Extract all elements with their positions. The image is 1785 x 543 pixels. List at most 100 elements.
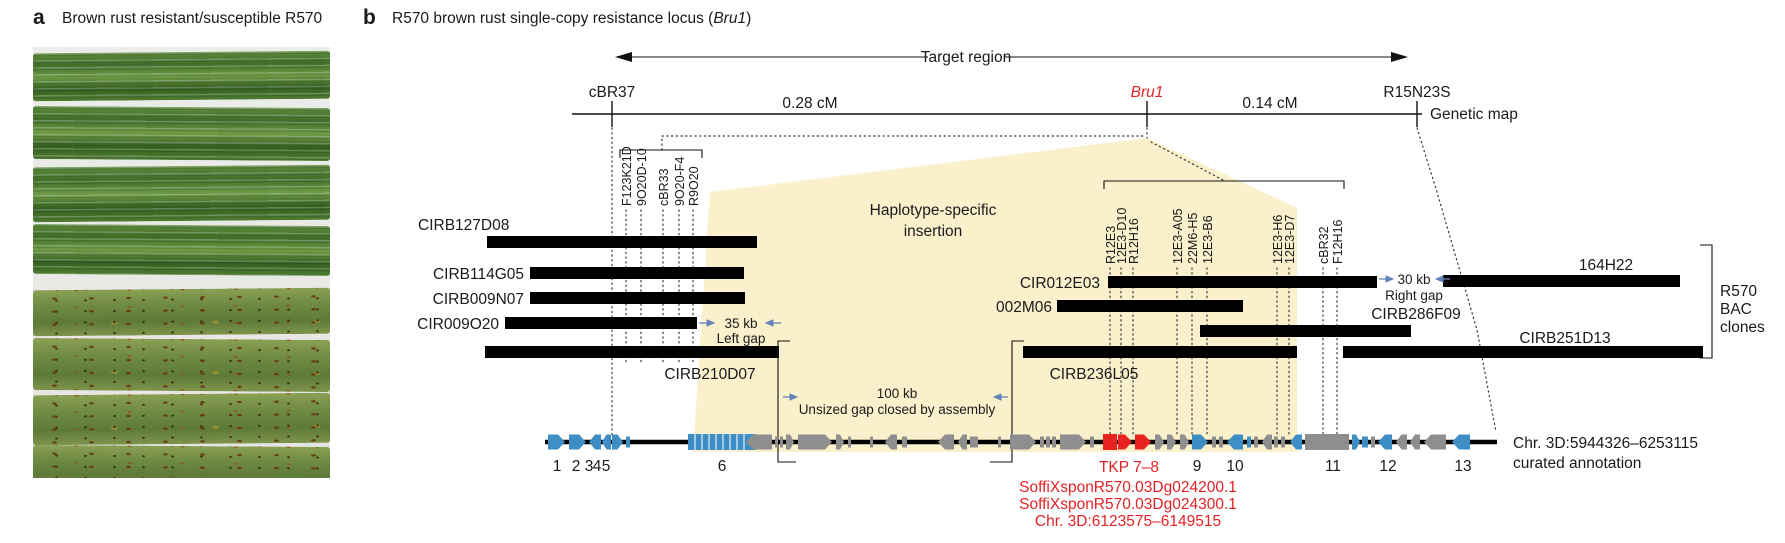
gene-model-arrow-left	[1227, 434, 1243, 450]
gene-model-arrow-left	[1378, 434, 1392, 450]
genetic-map-axis-label: Genetic map	[1430, 106, 1518, 123]
r570-bac-clones-label-line2: BAC	[1720, 301, 1752, 318]
marker-label: F123K21D	[620, 146, 634, 206]
marker-label: 12E3-B6	[1201, 215, 1215, 264]
gene-model-arrow-right	[1155, 434, 1164, 450]
gene-model-bar	[1362, 436, 1368, 448]
marker-label: F12H16	[1331, 219, 1345, 264]
gene-model-arrow-left	[746, 434, 772, 450]
r570-bac-clones-label-line1: R570	[1720, 283, 1757, 300]
marker-label: 9O20-F4	[673, 157, 687, 206]
unsized-gap-arrow-right-head	[789, 393, 799, 401]
gene-number-label: 13	[1454, 458, 1471, 475]
gene-model-arrow-left	[1452, 434, 1470, 450]
r570-bac-clones-bracket	[1700, 244, 1713, 359]
left-gap-name-label: Left gap	[717, 331, 766, 346]
unsized-gap-right-bracket	[990, 340, 1024, 463]
left-bracket-to-bru1-dotted-line	[661, 135, 1145, 151]
bac-bar-cirb236l05	[1023, 346, 1297, 358]
gene-model-bar	[1219, 436, 1223, 448]
marker-label: cBR33	[657, 168, 671, 206]
gene-model-hatched-block	[688, 434, 756, 450]
gene-model-bar	[848, 436, 851, 448]
gene-model-bar	[1212, 436, 1216, 448]
gene-numbers: 1 2 3 4 5 6 9 10 11 12 13	[553, 458, 1472, 475]
unsized-gap-name-label: Unsized gap closed by assembly	[799, 402, 996, 417]
gene-model-bar	[998, 436, 1001, 448]
bac-label-cirb236l05: CIRB236L05	[1050, 366, 1139, 383]
marker-bru1-label: Bru1	[1131, 84, 1164, 101]
gene-model-arrow-left	[1396, 434, 1407, 450]
panel-a-title: Brown rust resistant/susceptible R570	[62, 10, 323, 27]
right-gap-arrow-right-head	[1385, 275, 1395, 283]
gene-model-arrow-right	[1060, 434, 1086, 450]
unsized-gap-size-label: 100 kb	[877, 386, 918, 401]
gene-number-label: 4	[593, 458, 602, 475]
bac-label-cirb114g05: CIRB114G05	[433, 266, 524, 283]
gene-model-rect	[688, 434, 756, 450]
marker-label: 12E3-D7	[1283, 215, 1297, 264]
bac-label-cir012e03: CIR012E03	[1020, 275, 1100, 292]
gene-model-block	[1305, 434, 1349, 450]
gene-model-arrow-right	[1352, 434, 1360, 450]
r15n23s-projection-dotted-line	[1416, 127, 1497, 433]
curated-annotation-line2: curated annotation	[1513, 455, 1641, 472]
target-region-arrowhead-left	[615, 52, 632, 62]
gene-number-label: 5	[602, 458, 611, 475]
leaf-photo	[33, 47, 330, 478]
panel-b-title-gene: Bru1	[713, 10, 747, 27]
gene-model-bar	[775, 436, 778, 448]
bac-bar-cirb127d08	[487, 236, 757, 248]
left-marker-dotted-lines	[625, 209, 694, 363]
gene-model-arrow-right	[612, 434, 623, 450]
gene-model-bar	[1254, 436, 1258, 448]
bac-bar-002m06	[1057, 300, 1243, 312]
left-gap-arrow-right-head	[706, 319, 716, 327]
unsized-gap-left-bracket	[777, 340, 796, 463]
gene-model-bar	[1052, 436, 1056, 448]
gene-model-rect	[1305, 434, 1349, 450]
gene-model-arrow-right	[1118, 434, 1132, 450]
left-gap-arrow-left-head	[764, 319, 774, 327]
gene-model-bar	[1371, 436, 1375, 448]
bac-bar-cirb009n07	[530, 292, 745, 304]
target-region-label: Target region	[921, 49, 1011, 66]
gene-model-bar	[1281, 436, 1285, 448]
haplotype-insertion-caption-line2: insertion	[904, 223, 963, 240]
gene-model-bar	[970, 436, 978, 448]
marker-label: cBR32	[1317, 226, 1331, 264]
gene-number-label: 11	[1325, 458, 1341, 475]
gene-model-arrow-right	[569, 434, 586, 450]
gene-number-label: 9	[1193, 458, 1202, 475]
soffixspon-gene1-label: SoffiXsponR570.03Dg024200.1	[1019, 479, 1237, 496]
right-marker-bracket	[1103, 180, 1345, 189]
gene-model-arrow-right	[1010, 434, 1036, 450]
gene-model-arrow-left	[1410, 434, 1420, 450]
gene-model-bar	[1046, 436, 1050, 448]
bac-label-cirb286f09: CIRB286F09	[1371, 306, 1461, 323]
bac-label-002m06: 002M06	[996, 299, 1052, 316]
gene-model-arrow-right	[798, 434, 832, 450]
right-gap-size-label: 30 kb	[1397, 272, 1430, 287]
left-marker-labels: F123K21D 9O20D-10 cBR33 9O20-F4 R9O20	[620, 146, 701, 206]
marker-label: 12E3-A05	[1171, 208, 1185, 264]
unsized-gap-arrows	[783, 393, 1008, 401]
gene-model-arrow-left	[1262, 434, 1272, 450]
left-marker-bracket	[619, 149, 703, 158]
bru1-to-right-bracket-dotted-line	[1150, 141, 1224, 181]
gene-model-bar	[1274, 436, 1278, 448]
panel-b-title-post: )	[746, 10, 752, 27]
gene-model-arrow-right	[1167, 434, 1176, 450]
gene-model-rect	[1103, 434, 1117, 450]
right-marker-labels: R12E3 12E3-D10 R12H16 12E3-A05 22M6-H5 1…	[1104, 208, 1345, 264]
gene-number-label: 3	[585, 458, 594, 475]
gene-model-arrow-left	[602, 434, 611, 450]
bac-label-cirb210d07: CIRB210D07	[664, 366, 755, 383]
gene-model-arrow-left	[1290, 434, 1302, 450]
distance-028cm-label: 0.28 cM	[782, 95, 837, 112]
bac-label-cir009o20: CIR009O20	[417, 316, 499, 333]
marker-cbr37-label: cBR37	[589, 84, 636, 101]
gene-model-bar	[870, 436, 873, 448]
panel-b-label: b	[363, 6, 376, 29]
